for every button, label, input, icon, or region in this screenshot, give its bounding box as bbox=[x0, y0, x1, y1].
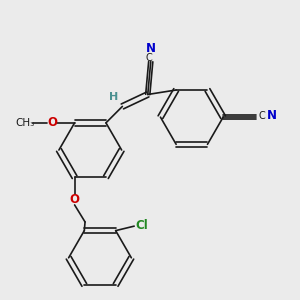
Text: C: C bbox=[146, 53, 153, 63]
Text: O: O bbox=[70, 193, 80, 206]
Text: CH₃: CH₃ bbox=[16, 118, 35, 128]
Text: C: C bbox=[258, 111, 265, 121]
Text: H: H bbox=[110, 92, 118, 103]
Text: O: O bbox=[47, 116, 57, 129]
Text: N: N bbox=[146, 42, 156, 55]
Text: N: N bbox=[266, 109, 277, 122]
Text: Cl: Cl bbox=[136, 219, 148, 232]
